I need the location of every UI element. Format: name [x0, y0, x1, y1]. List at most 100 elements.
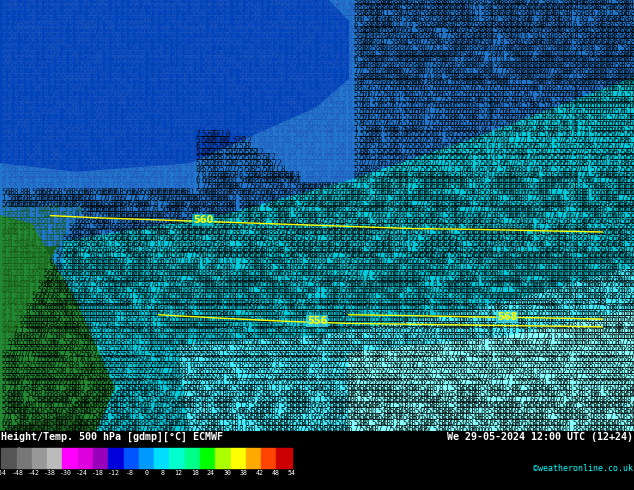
Text: 6: 6	[165, 171, 170, 180]
Text: 568: 568	[226, 171, 240, 180]
Text: 8: 8	[268, 44, 273, 53]
Text: 55: 55	[98, 38, 108, 47]
Text: 568: 568	[426, 211, 440, 220]
Text: 8: 8	[171, 84, 176, 93]
Text: 1: 1	[293, 321, 297, 330]
Text: 564: 564	[311, 217, 325, 226]
Text: 568: 568	[451, 182, 465, 191]
Text: 0: 0	[68, 355, 73, 365]
Text: 0: 0	[621, 274, 625, 284]
Text: 560: 560	[93, 292, 107, 301]
Text: 66: 66	[178, 199, 186, 209]
Text: 66: 66	[456, 367, 466, 376]
Text: 56: 56	[256, 142, 266, 151]
Text: 7: 7	[335, 96, 340, 105]
Text: 66: 66	[299, 292, 308, 301]
Text: 56: 56	[50, 153, 59, 162]
Text: 576: 576	[614, 84, 628, 93]
Text: 548: 548	[293, 390, 307, 399]
Text: 6: 6	[341, 142, 346, 151]
Text: 568: 568	[110, 188, 124, 197]
Text: 556: 556	[378, 303, 392, 313]
Text: 0: 0	[226, 130, 231, 139]
Text: 8: 8	[626, 147, 631, 157]
Text: 552: 552	[1, 349, 15, 359]
Text: 55: 55	[323, 96, 332, 105]
Text: 66: 66	[560, 222, 569, 232]
Text: 6: 6	[74, 49, 79, 59]
Text: 5: 5	[50, 67, 55, 76]
Text: 66: 66	[469, 396, 478, 405]
Text: 548: 548	[499, 413, 513, 422]
Text: 55: 55	[141, 176, 150, 186]
Text: 556: 556	[141, 309, 155, 318]
Text: 564: 564	[456, 228, 470, 238]
Text: 66: 66	[20, 332, 29, 341]
Text: 7: 7	[329, 419, 333, 428]
Text: 1: 1	[98, 419, 103, 428]
Text: 572: 572	[560, 130, 574, 139]
Text: 5: 5	[287, 32, 291, 41]
Text: 66: 66	[37, 297, 47, 307]
Text: 580: 580	[621, 78, 634, 87]
Text: 7: 7	[93, 136, 97, 145]
Text: 6: 6	[536, 130, 540, 139]
Text: 568: 568	[548, 199, 562, 209]
Text: 7: 7	[335, 73, 340, 82]
Text: 0: 0	[444, 182, 449, 191]
Text: 6: 6	[621, 263, 625, 272]
Text: 77: 77	[566, 321, 575, 330]
Text: 88: 88	[390, 234, 399, 243]
Text: 88: 88	[359, 147, 369, 157]
Text: 564: 564	[432, 228, 446, 238]
Text: 8: 8	[37, 38, 42, 47]
Text: 568: 568	[524, 199, 538, 209]
Text: 552: 552	[323, 372, 337, 382]
Text: 5: 5	[202, 32, 206, 41]
Text: 66: 66	[135, 269, 144, 278]
Text: 568: 568	[524, 171, 538, 180]
Text: 572: 572	[597, 142, 610, 151]
Text: 548: 548	[560, 384, 574, 393]
Text: 88: 88	[353, 84, 363, 93]
Text: 33: 33	[1, 274, 11, 284]
Text: 552: 552	[444, 372, 458, 382]
Text: 44: 44	[8, 280, 16, 289]
Text: 7: 7	[456, 119, 462, 128]
Text: 556: 556	[414, 338, 428, 347]
Text: 548: 548	[74, 401, 88, 411]
Text: 66: 66	[171, 194, 181, 203]
Text: 564: 564	[287, 245, 301, 255]
Text: 1: 1	[633, 0, 634, 7]
Text: 7: 7	[378, 424, 382, 434]
Text: 44: 44	[37, 251, 47, 261]
Text: 548: 548	[590, 396, 604, 405]
Text: 548: 548	[584, 413, 598, 422]
Text: 584: 584	[487, 0, 501, 7]
Text: -48: -48	[11, 470, 23, 476]
Text: 556: 556	[202, 297, 216, 307]
Text: 1: 1	[426, 413, 431, 422]
Text: 56: 56	[323, 119, 332, 128]
Text: 57: 57	[98, 142, 108, 151]
Text: 6: 6	[202, 49, 206, 59]
Text: 57: 57	[98, 171, 108, 180]
Text: 8: 8	[426, 355, 431, 365]
Text: 7: 7	[1, 21, 6, 30]
Text: 77: 77	[408, 344, 417, 353]
Text: 1: 1	[505, 332, 510, 341]
Text: 0: 0	[517, 361, 522, 370]
Text: 8: 8	[117, 73, 121, 82]
Text: 66: 66	[226, 309, 235, 318]
Text: 5: 5	[56, 32, 60, 41]
Text: 77: 77	[80, 344, 89, 353]
Text: 6: 6	[80, 119, 85, 128]
Text: 66: 66	[74, 274, 84, 284]
Text: 552: 552	[135, 355, 149, 365]
Text: 560: 560	[560, 263, 574, 272]
Text: 5: 5	[153, 165, 158, 174]
Text: 7: 7	[493, 165, 498, 174]
Text: 77: 77	[275, 309, 284, 318]
Text: 7: 7	[366, 84, 370, 93]
Text: 57: 57	[232, 3, 242, 12]
